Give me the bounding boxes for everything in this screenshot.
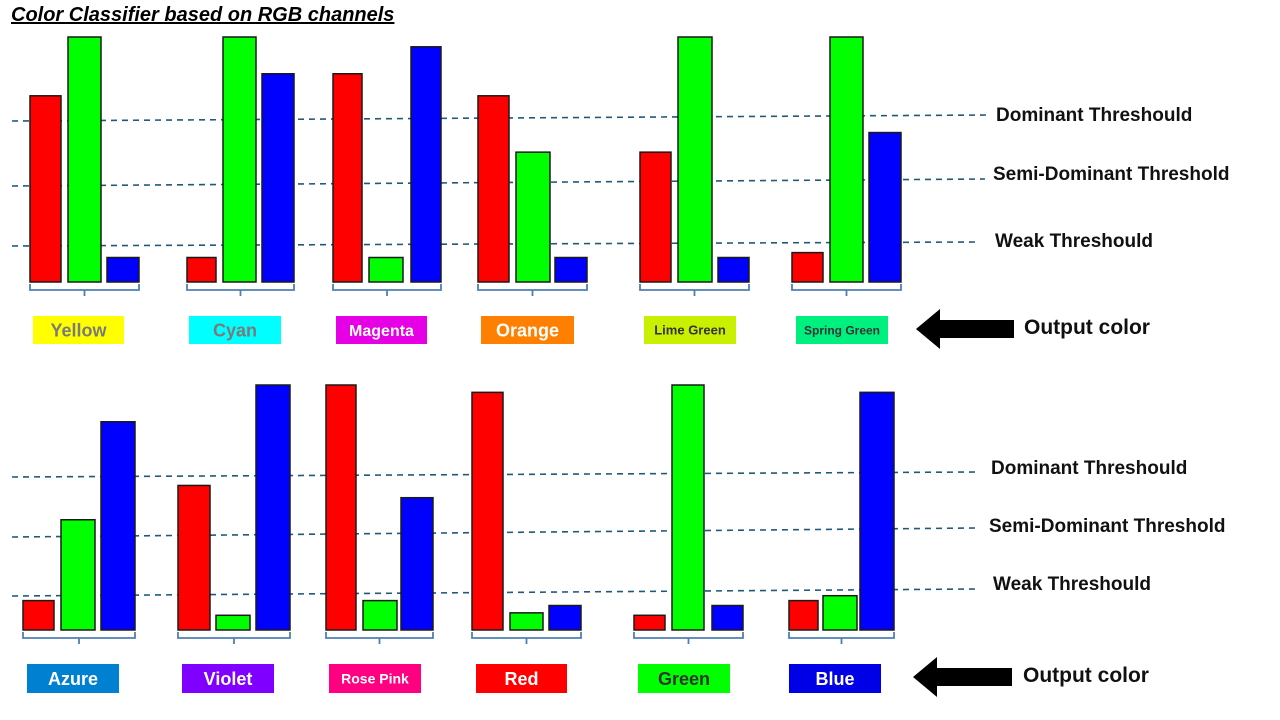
brace-red bbox=[471, 632, 582, 644]
bar-red-red bbox=[471, 391, 504, 631]
bar-magenta-red bbox=[332, 73, 363, 283]
bar-violet-blue bbox=[255, 384, 291, 631]
bar-cyan-blue bbox=[261, 73, 295, 283]
bar-azure-green bbox=[60, 519, 96, 631]
bar-blue-red bbox=[788, 599, 819, 631]
brace-orange bbox=[477, 284, 588, 296]
bar-magenta-green bbox=[368, 256, 404, 283]
output-badge-label-green: Green bbox=[658, 669, 710, 689]
threshold-label-weak: Weak Threshould bbox=[995, 231, 1153, 252]
bar-azure-blue bbox=[100, 421, 136, 631]
bar-violet-red bbox=[177, 484, 211, 631]
bar-orange-green bbox=[515, 151, 551, 283]
left-arrow-icon bbox=[916, 309, 1014, 349]
output-badge-label-violet: Violet bbox=[204, 669, 253, 689]
brace-azure bbox=[22, 632, 136, 644]
bar-green-blue bbox=[711, 604, 744, 631]
bar-lime-green-green bbox=[677, 36, 713, 283]
bar-azure-red bbox=[22, 599, 55, 631]
bar-spring-green-blue bbox=[868, 131, 902, 283]
output-badge-lime-green bbox=[644, 316, 736, 344]
output-color-label: Output color bbox=[1023, 664, 1149, 687]
output-badge-red bbox=[476, 664, 567, 693]
bar-rose-pink-red bbox=[325, 384, 357, 631]
bar-cyan-red bbox=[186, 256, 217, 283]
output-badge-azure bbox=[27, 664, 119, 693]
output-badge-label-rose-pink: Rose Pink bbox=[341, 671, 409, 687]
brace-spring-green bbox=[791, 284, 902, 296]
output-badge-yellow bbox=[33, 316, 124, 344]
output-badge-cyan bbox=[189, 316, 281, 344]
threshold-label-dominant: Dominant Threshould bbox=[991, 458, 1187, 479]
output-badge-label-spring-green: Spring Green bbox=[804, 323, 880, 337]
bar-orange-red bbox=[477, 95, 510, 283]
bar-yellow-green bbox=[67, 36, 102, 283]
output-badge-label-orange: Orange bbox=[496, 320, 559, 340]
output-badge-label-lime-green: Lime Green bbox=[654, 323, 726, 338]
output-badge-blue bbox=[789, 664, 881, 693]
bar-spring-green-green bbox=[829, 36, 864, 283]
brace-rose-pink bbox=[325, 632, 434, 644]
bar-violet-green bbox=[215, 614, 251, 631]
bar-lime-green-red bbox=[639, 151, 672, 283]
left-arrow-icon bbox=[913, 657, 1012, 697]
brace-violet bbox=[177, 632, 291, 644]
bar-green-green bbox=[671, 384, 705, 631]
diagram-title: Color Classifier based on RGB channels bbox=[11, 4, 395, 26]
brace-blue bbox=[788, 632, 895, 644]
bar-red-blue bbox=[548, 604, 582, 631]
bar-blue-blue bbox=[859, 391, 895, 631]
output-badge-violet bbox=[182, 664, 274, 693]
output-badge-label-magenta: Magenta bbox=[349, 323, 414, 340]
threshold-label-semi-dominant: Semi-Dominant Threshold bbox=[989, 516, 1225, 537]
bar-yellow-red bbox=[29, 95, 62, 283]
output-badge-magenta bbox=[336, 316, 427, 344]
output-badge-label-yellow: Yellow bbox=[50, 320, 107, 340]
output-badge-label-azure: Azure bbox=[48, 669, 98, 689]
threshold-label-weak: Weak Threshould bbox=[993, 574, 1151, 595]
bar-yellow-blue bbox=[106, 256, 140, 283]
bar-lime-green-blue bbox=[717, 256, 750, 283]
threshold-label-dominant: Dominant Threshould bbox=[996, 105, 1192, 126]
brace-lime-green bbox=[639, 284, 750, 296]
brace-green bbox=[633, 632, 744, 644]
bar-orange-blue bbox=[554, 256, 588, 283]
output-color-label: Output color bbox=[1024, 316, 1150, 339]
output-badge-green bbox=[638, 664, 730, 693]
threshold-label-semi-dominant: Semi-Dominant Threshold bbox=[993, 164, 1229, 185]
output-badge-label-red: Red bbox=[504, 669, 538, 689]
bar-rose-pink-green bbox=[362, 599, 398, 631]
bar-red-green bbox=[509, 612, 544, 631]
brace-yellow bbox=[29, 284, 140, 296]
output-badge-spring-green bbox=[796, 316, 888, 344]
bar-magenta-blue bbox=[410, 46, 442, 283]
bar-spring-green-red bbox=[791, 251, 824, 283]
brace-magenta bbox=[332, 284, 442, 296]
bar-blue-green bbox=[822, 594, 858, 631]
output-badge-orange bbox=[481, 316, 574, 344]
bar-cyan-green bbox=[222, 36, 257, 283]
brace-cyan bbox=[186, 284, 295, 296]
bar-green-red bbox=[633, 614, 666, 631]
bar-rose-pink-blue bbox=[400, 496, 434, 631]
output-badge-rose-pink bbox=[329, 664, 421, 693]
output-badge-label-cyan: Cyan bbox=[213, 320, 257, 340]
output-badge-label-blue: Blue bbox=[815, 669, 854, 689]
